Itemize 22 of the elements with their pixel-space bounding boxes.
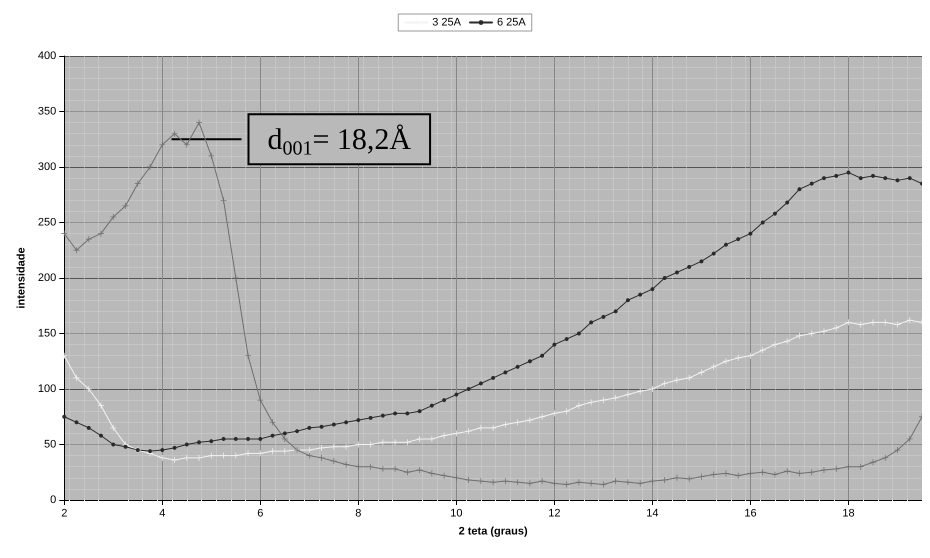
x-tick-label: 18 [842, 508, 855, 520]
legend-label: 6 25A [497, 16, 526, 28]
x-axis-title: 2 teta (graus) [458, 526, 528, 538]
x-tick-label: 16 [744, 508, 757, 520]
x-tick-label: 4 [159, 508, 166, 520]
x-tick-label: 6 [257, 508, 264, 520]
y-tick-label: 400 [38, 50, 56, 62]
x-tick-label: 12 [548, 508, 561, 520]
legend-label: 3 25A [432, 16, 462, 28]
y-tick-label: 50 [44, 438, 56, 450]
x-tick-label: 8 [355, 508, 362, 520]
y-tick-label: 200 [38, 272, 56, 284]
y-tick-label: 0 [50, 494, 56, 506]
y-tick-label: 100 [38, 383, 56, 395]
x-tick-label: 14 [646, 508, 659, 520]
x-tick-label: 2 [61, 508, 68, 520]
y-tick-label: 350 [38, 106, 56, 118]
x-tick-label: 10 [450, 508, 462, 520]
y-tick-label: 150 [38, 328, 56, 340]
y-axis-title: intensidade [16, 247, 28, 309]
y-tick-label: 300 [38, 161, 56, 173]
y-tick-label: 250 [38, 216, 56, 228]
